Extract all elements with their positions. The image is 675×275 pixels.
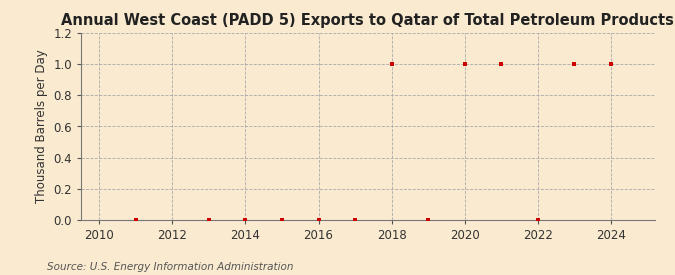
Title: Annual West Coast (PADD 5) Exports to Qatar of Total Petroleum Products: Annual West Coast (PADD 5) Exports to Qa… [61, 13, 674, 28]
Y-axis label: Thousand Barrels per Day: Thousand Barrels per Day [34, 50, 48, 204]
Text: Source: U.S. Energy Information Administration: Source: U.S. Energy Information Administ… [47, 262, 294, 272]
